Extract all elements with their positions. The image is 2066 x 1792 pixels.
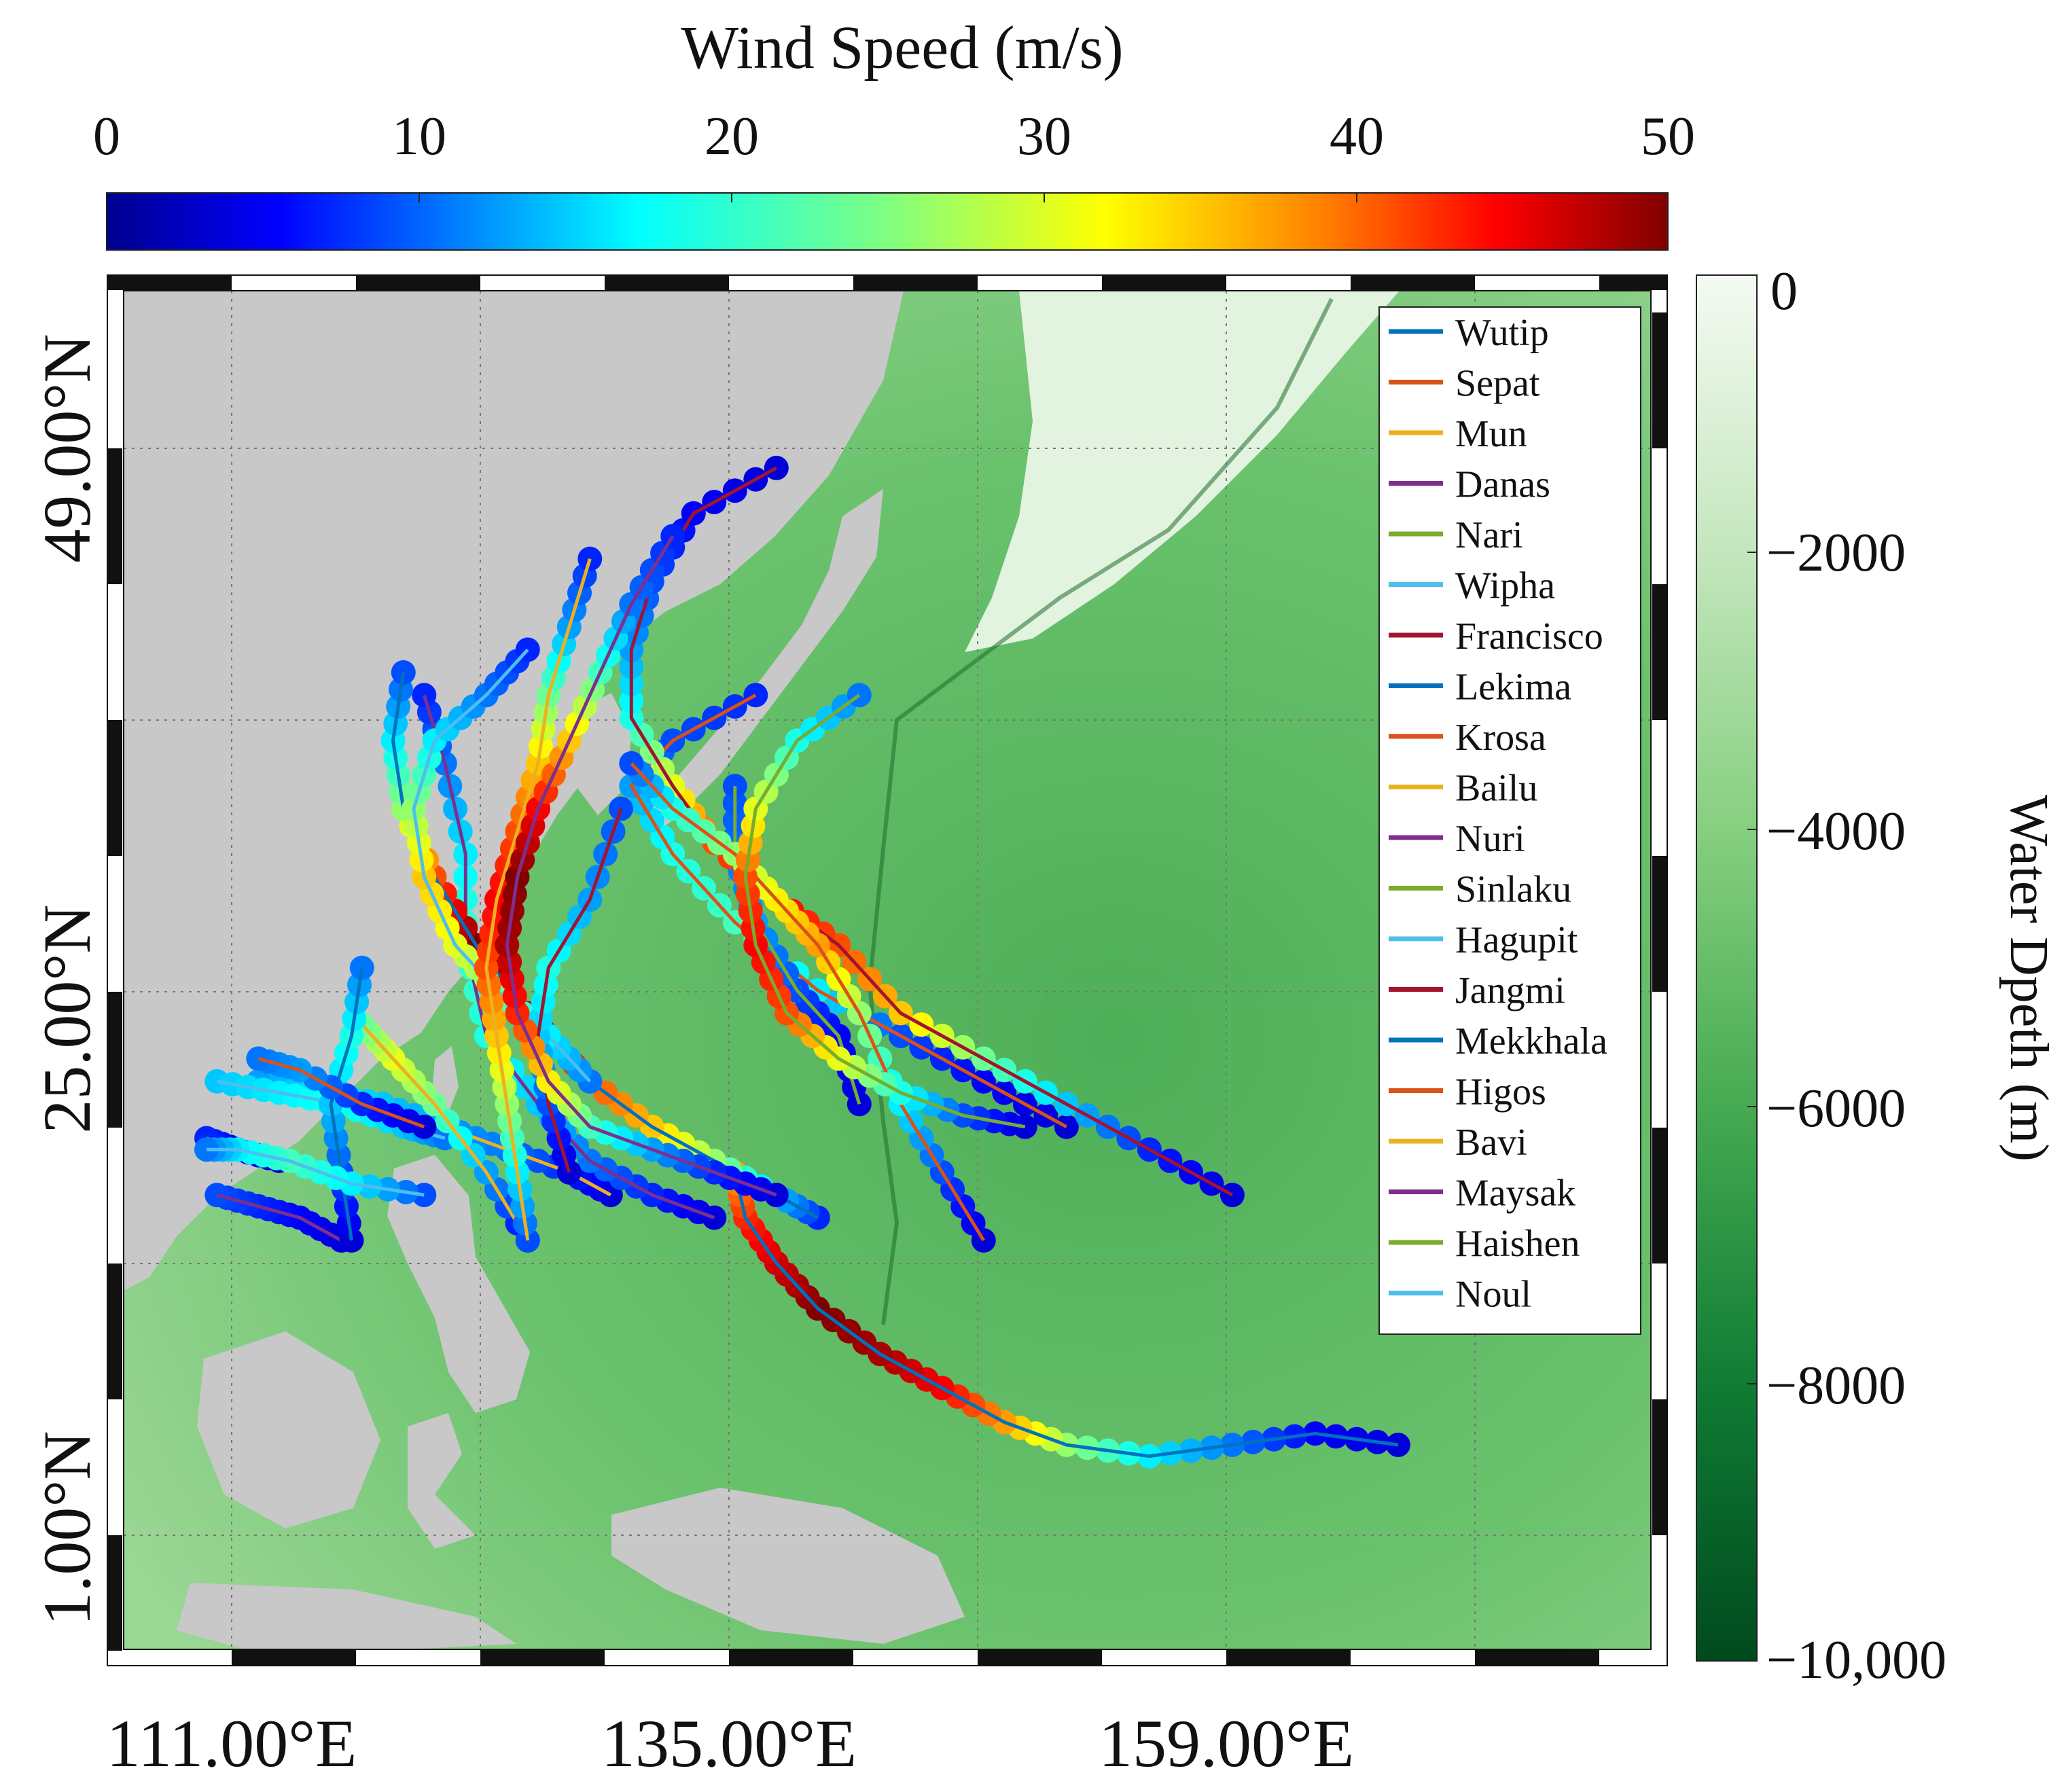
land-japan: [645, 489, 883, 836]
water-depth-colorbar: [1696, 274, 1758, 1662]
track-line: [207, 1147, 425, 1197]
track-noul: [194, 1137, 437, 1208]
colorbar-tick-labels: 0 10 20 30 40 50: [93, 107, 1695, 166]
lat-label-1N: 1.00°N: [29, 1431, 105, 1626]
legend-label: Francisco: [1455, 615, 1603, 658]
typhoon-tracks: [194, 455, 1410, 1469]
colorbar-tick-label: 30: [1017, 107, 1071, 166]
depth-colorbar-title: Water Dpeth (m): [1999, 795, 2059, 1162]
track-line: [743, 694, 1026, 1129]
land-borneo: [197, 1331, 380, 1528]
legend-box: [1378, 306, 1641, 1335]
land-sulawesi: [408, 1413, 476, 1549]
legend-label: Maysak: [1455, 1172, 1575, 1215]
track-line: [360, 1023, 529, 1242]
depth-tick-label: −2000: [1766, 523, 1906, 583]
legend-label: Hagupit: [1455, 919, 1578, 961]
legend-label: Wipha: [1455, 565, 1555, 607]
legend-label: Danas: [1455, 464, 1550, 506]
colorbar-tick-label: 40: [1330, 107, 1384, 166]
track-line: [216, 1193, 342, 1242]
track-krosa: [619, 751, 996, 1253]
legend-label: Sepat: [1455, 363, 1540, 405]
track-line: [257, 1056, 425, 1129]
colorbar-tick-label: 0: [93, 107, 120, 166]
land-new-guinea: [611, 1488, 965, 1644]
legend-label: Krosa: [1455, 717, 1546, 759]
legend-label: Lekima: [1455, 666, 1571, 709]
land-java: [177, 1583, 516, 1649]
lon-label-135E: 135.00°E: [601, 1706, 857, 1781]
track-bavi: [474, 546, 603, 1253]
legend-label: Wutip: [1455, 312, 1549, 354]
trench-line: [867, 298, 1334, 1325]
legend-label: Nari: [1455, 514, 1523, 556]
legend-label: Mekkhala: [1455, 1020, 1607, 1062]
legend-label: Sinlaku: [1455, 869, 1571, 911]
depth-tick-label: −8000: [1766, 1356, 1906, 1416]
legend-label: Bailu: [1455, 768, 1537, 810]
lon-label-159E: 159.00°E: [1099, 1706, 1354, 1781]
track-haishen: [733, 683, 1037, 1139]
frame-checker: [107, 275, 1667, 1665]
depth-tick-label: −4000: [1766, 802, 1906, 861]
track-higos: [246, 1046, 437, 1139]
colorbar-title: Wind Speed (m/s): [681, 14, 1123, 82]
track-jangmi: [526, 796, 633, 1185]
colorbar-tick-label: 20: [705, 107, 759, 166]
wind-speed-colorbar: [106, 192, 1669, 251]
track-legend: Wutip Sepat Mun Danas Nari Wipha Francisco Leki…: [1378, 306, 1641, 1335]
legend-label: Nuri: [1455, 818, 1525, 860]
colorbar-tick-label: 10: [392, 107, 446, 166]
depth-colorbar-tick-labels: 0 −2000 −4000 −6000 −8000 −10,000: [1766, 262, 1946, 1690]
legend-label: Noul: [1455, 1274, 1531, 1316]
legend-label: Mun: [1455, 413, 1527, 455]
track-line: [630, 762, 985, 1242]
colorbar-ticks: [418, 193, 1357, 202]
track-maysak: [495, 524, 789, 1208]
legend-label: Bavi: [1455, 1122, 1527, 1164]
track-line: [329, 967, 364, 1241]
depth-tick-label: 0: [1770, 262, 1798, 321]
track-line: [505, 535, 777, 1197]
track-line: [536, 808, 623, 1173]
track-line: [484, 558, 592, 1241]
legend-label: Jangmi: [1455, 970, 1565, 1012]
track-nuri: [204, 1183, 354, 1253]
land-asia: [124, 291, 904, 1291]
track-line: [733, 1172, 1399, 1458]
lon-label-111E: 111.00°E: [107, 1706, 357, 1781]
lat-label-25N: 25.00°N: [29, 904, 105, 1133]
land-philippines: [387, 1155, 530, 1413]
legend-label: Haishen: [1455, 1223, 1580, 1265]
depth-tick-label: −10,000: [1766, 1630, 1946, 1690]
lat-label-49N: 49.00°N: [29, 334, 105, 562]
colorbar-tick-label: 50: [1641, 107, 1695, 166]
legend-label: Higos: [1455, 1071, 1546, 1113]
depth-colorbar-ticks: [1747, 552, 1757, 1384]
depth-tick-label: −6000: [1766, 1079, 1906, 1139]
